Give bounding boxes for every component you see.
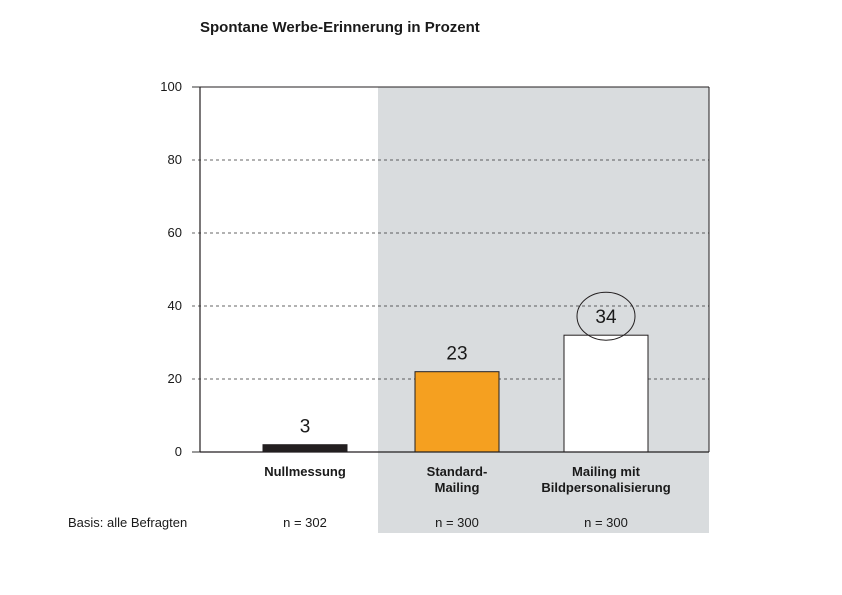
- category-label: Mailing mit Bildpersonalisierung: [541, 464, 670, 495]
- bar: [563, 334, 649, 453]
- value-label: 23: [446, 344, 467, 365]
- chart-title: Spontane Werbe-Erinnerung in Prozent: [200, 19, 480, 36]
- basis-value: n = 300: [584, 515, 628, 530]
- value-label: 34: [595, 307, 617, 328]
- shaded-region: [378, 87, 709, 533]
- category-label-line: Mailing mit: [572, 464, 641, 479]
- category-label-line: Standard-: [427, 464, 488, 479]
- basis-value: n = 302: [283, 515, 327, 530]
- category-labels: Nullmessung Standard-Mailing Mailing mit Bi…: [264, 464, 671, 495]
- category-label: Standard-Mailing: [427, 464, 488, 495]
- y-tick-label: 40: [168, 298, 182, 313]
- category-label: Nullmessung: [264, 464, 346, 479]
- category-label-line: Nullmessung: [264, 464, 346, 479]
- basis-row: Basis: alle Befragten n = 302 n = 300 n = 3…: [68, 515, 628, 530]
- category-label-line: Bildpersonalisierung: [541, 480, 670, 495]
- value-label: 3: [300, 417, 311, 438]
- y-tick-label: 60: [168, 225, 182, 240]
- basis-value: n = 300: [435, 515, 479, 530]
- bar: [414, 371, 500, 453]
- value-highlight-circle: [576, 291, 636, 341]
- y-tick-label: 100: [160, 79, 182, 94]
- y-tick-label: 0: [175, 444, 182, 459]
- y-tick-labels: 0 20 40 60 80 100: [160, 79, 182, 459]
- value-labels: 3 23 34: [300, 291, 636, 438]
- y-tick-label: 20: [168, 371, 182, 386]
- category-label-line: Mailing: [435, 480, 480, 495]
- bar: [262, 444, 348, 453]
- basis-label: Basis: alle Befragten: [68, 515, 187, 530]
- bars: [262, 334, 649, 453]
- y-tick-label: 80: [168, 152, 182, 167]
